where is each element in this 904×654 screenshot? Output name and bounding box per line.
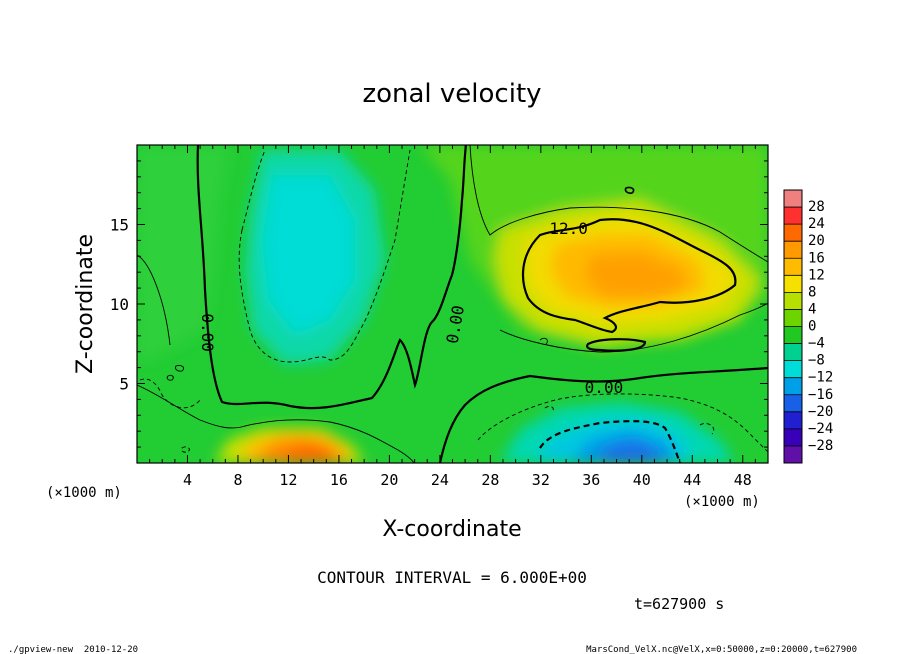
x-axis: 4 8 12 16 20 24 28 32 36 40 44 48: [149, 145, 756, 489]
colorbar-swatch: [784, 224, 802, 242]
colorbar-swatch: [784, 258, 802, 276]
y-tick-label: 15: [110, 216, 129, 235]
contour-interval-text: CONTOUR INTERVAL = 6.000E+00: [317, 568, 587, 587]
x-tick-label: 4: [183, 471, 192, 489]
y-tick-label: 10: [110, 295, 129, 314]
colorbar-label: −4: [808, 336, 825, 352]
x-tick-label: 16: [330, 471, 348, 489]
colorbar-label: −24: [808, 421, 833, 437]
colorbar-label: −28: [808, 438, 833, 454]
colorbar-swatch: [784, 360, 802, 379]
x-unit-label-left: (×1000 m): [46, 485, 122, 501]
colorbar-swatch: [784, 343, 802, 362]
colorbar-swatch: [784, 445, 802, 464]
x-tick-label: 20: [380, 471, 398, 489]
x-tick-label: 44: [683, 471, 701, 489]
colorbar-label: 4: [808, 301, 816, 317]
x-tick-label: 36: [582, 471, 600, 489]
colorbar-label: 12: [808, 267, 825, 283]
colorbar-label: −12: [808, 370, 833, 386]
colorbar-swatch: [784, 241, 802, 259]
footer-left: ./gpview-new 2010-12-20: [8, 645, 138, 654]
x-tick-label: 28: [481, 471, 499, 489]
colorbar-swatch: [784, 377, 802, 396]
y-tick-label: 5: [119, 375, 129, 394]
colorbar-swatch: [784, 275, 802, 293]
thin-contours: [137, 145, 768, 463]
colorbar-swatch: [784, 309, 802, 327]
x-tick-label: 32: [532, 471, 550, 489]
y-axis-title: Z-coordinate: [73, 234, 98, 374]
colorbar-swatch: [784, 190, 802, 208]
contour-label: 0.00: [585, 378, 624, 397]
colorbar-swatch: [784, 292, 802, 310]
colorbar-label: −16: [808, 387, 833, 403]
contour-label: 12.0: [549, 219, 588, 238]
thin-negative-contours: [139, 149, 768, 453]
contour-label: 0.00: [198, 313, 217, 352]
colorbar-label: 20: [808, 233, 825, 249]
colorbar-label: 8: [808, 284, 816, 300]
zero-contours: [196, 145, 768, 463]
colorbar-swatch: [784, 326, 802, 345]
x-tick-label: 24: [431, 471, 449, 489]
footer-right: MarsCond_VelX.nc@VelX,x=0:50000,z=0:2000…: [586, 645, 857, 654]
time-stamp: t=627900 s: [634, 595, 724, 613]
x-unit-label-right: (×1000 m): [684, 494, 760, 510]
x-axis-title: X-coordinate: [382, 517, 521, 542]
colorbar-label: 16: [808, 250, 825, 266]
colorbar-swatch: [784, 207, 802, 225]
colorbar-label: 0: [808, 319, 816, 335]
y-axis: 5 10 15: [110, 160, 768, 448]
chart-title: zonal velocity: [362, 79, 541, 109]
x-tick-label: 40: [633, 471, 651, 489]
colorbar-swatch: [784, 411, 802, 430]
negative-contour-thick: [539, 420, 682, 463]
colorbar-swatch: [784, 428, 802, 447]
x-tick-label: 8: [233, 471, 242, 489]
colorbar-label: −8: [808, 353, 825, 369]
x-tick-label: 48: [734, 471, 752, 489]
colorbar-label: 28: [808, 199, 825, 215]
x-tick-label: 12: [279, 471, 297, 489]
colorbar-swatch: [784, 394, 802, 413]
colorbar-label: −20: [808, 404, 833, 420]
colorbar-label: 24: [808, 216, 825, 232]
